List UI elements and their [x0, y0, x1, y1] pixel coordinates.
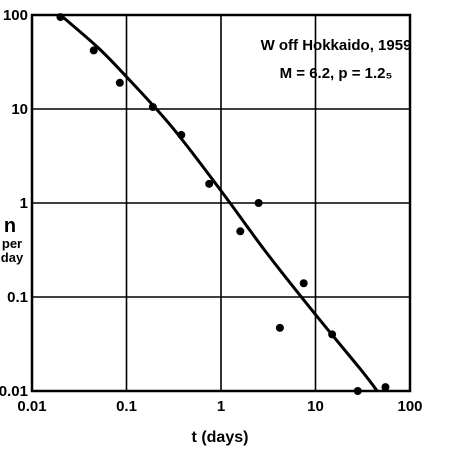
x-tick-label: 1	[217, 398, 225, 415]
fit-curve	[59, 13, 379, 392]
data-point	[205, 179, 214, 188]
data-point	[177, 130, 186, 139]
data-point	[275, 323, 284, 332]
x-tick-label: 0.01	[17, 398, 46, 415]
x-axis-label: t (days)	[192, 429, 249, 446]
y-axis-label-n: n	[4, 215, 16, 237]
x-tick-label: 100	[397, 398, 422, 415]
data-point	[236, 227, 245, 236]
data-point	[299, 279, 308, 288]
y-axis-label-day: day	[1, 250, 24, 265]
data-point	[56, 13, 65, 22]
data-point	[148, 103, 157, 112]
data-point	[254, 199, 263, 207]
y-tick-label: 10	[11, 101, 28, 118]
plot-frame	[30, 13, 412, 393]
x-tick-label: 0.1	[116, 398, 137, 415]
y-tick-label: 100	[3, 7, 28, 24]
data-point	[115, 78, 124, 87]
y-axis-label-per: per	[2, 236, 22, 251]
y-tick-label: 1	[20, 195, 28, 212]
data-point	[381, 383, 390, 392]
annotation-line-2: M = 6.2, p = 1.2₅	[280, 65, 393, 82]
annotation-line-1: W off Hokkaido, 1959	[261, 37, 412, 54]
y-tick-label: 0.1	[7, 289, 28, 306]
data-point	[89, 46, 98, 55]
data-point	[353, 387, 362, 395]
x-tick-label: 10	[307, 398, 324, 415]
data-point	[328, 330, 337, 339]
y-tick-label: 0.01	[0, 383, 28, 400]
